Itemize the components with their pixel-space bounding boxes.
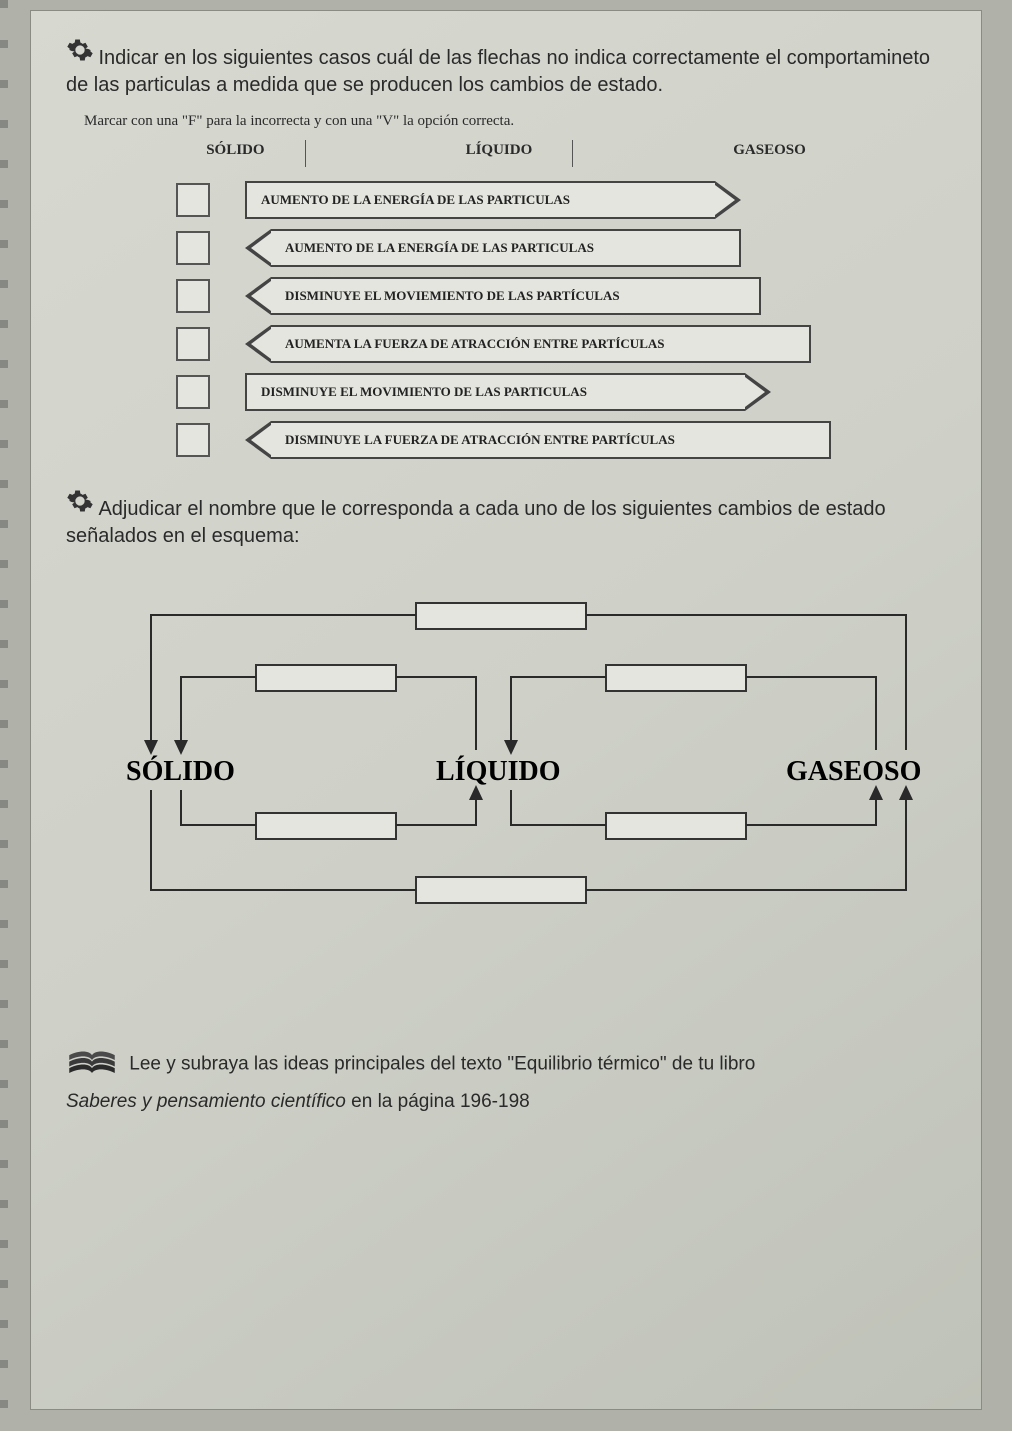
state-change-diagram: SÓLIDO LÍQUIDO GASEOSO	[66, 590, 946, 920]
arrow-row: DISMINUYE EL MOVIEMIENTO DE LAS PARTÍCUL…	[176, 277, 946, 315]
blank-box[interactable]	[606, 665, 746, 691]
blank-box[interactable]	[606, 813, 746, 839]
answer-checkbox[interactable]	[176, 375, 210, 409]
diagram-state-liquido: LÍQUIDO	[436, 756, 560, 787]
arrow-right: AUMENTO DE LA ENERGÍA DE LAS PARTICULAS	[245, 181, 741, 219]
task2-block: Adjudicar el nombre que le corresponda a…	[66, 487, 946, 920]
arrow-head-icon	[245, 421, 271, 459]
book-icon	[66, 1040, 118, 1089]
arrow-row: AUMENTO DE LA ENERGÍA DE LAS PARTICULAS	[176, 229, 946, 267]
task1-text: Indicar en los siguientes casos cuál de …	[66, 47, 930, 96]
arrow-label: AUMENTA LA FUERZA DE ATRACCIÓN ENTRE PAR…	[271, 325, 811, 363]
answer-checkbox[interactable]	[176, 183, 210, 217]
arrow-right: DISMINUYE EL MOVIMIENTO DE LAS PARTICULA…	[245, 373, 771, 411]
arrow-label: DISMINUYE EL MOVIMIENTO DE LAS PARTICULA…	[245, 373, 745, 411]
task3-text-c: en la página 196-198	[346, 1091, 530, 1112]
task2-text: Adjudicar el nombre que le corresponda a…	[66, 498, 886, 547]
arrow-left: DISMINUYE EL MOVIEMIENTO DE LAS PARTÍCUL…	[245, 277, 761, 315]
arrow-left: AUMENTA LA FUERZA DE ATRACCIÓN ENTRE PAR…	[245, 325, 811, 363]
answer-checkbox[interactable]	[176, 423, 210, 457]
diagram-state-solido: SÓLIDO	[126, 756, 235, 787]
task1-subnote: Marcar con una "F" para la incorrecta y …	[84, 113, 946, 130]
arrow-head-icon	[715, 181, 741, 219]
arrow-head-icon	[745, 373, 771, 411]
notebook-spiral	[0, 0, 8, 1431]
arrow-label: AUMENTO DE LA ENERGÍA DE LAS PARTICULAS	[245, 181, 715, 219]
arrow-head-icon	[245, 325, 271, 363]
blank-box[interactable]	[256, 665, 396, 691]
gear-icon	[66, 502, 98, 519]
answer-checkbox[interactable]	[176, 327, 210, 361]
arrow-label: DISMINUYE LA FUERZA DE ATRACCIÓN ENTRE P…	[271, 421, 831, 459]
arrow-label: DISMINUYE EL MOVIEMIENTO DE LAS PARTÍCUL…	[271, 277, 761, 315]
arrow-head-icon	[245, 229, 271, 267]
gear-icon	[66, 51, 98, 68]
answer-checkbox[interactable]	[176, 279, 210, 313]
arrow-row: AUMENTA LA FUERZA DE ATRACCIÓN ENTRE PAR…	[176, 325, 946, 363]
blank-box[interactable]	[416, 603, 586, 629]
worksheet-page: Indicar en los siguientes casos cuál de …	[30, 10, 982, 1410]
arrow-row: DISMINUYE LA FUERZA DE ATRACCIÓN ENTRE P…	[176, 421, 946, 459]
diagram-state-gaseoso: GASEOSO	[786, 756, 921, 787]
state-gaseoso: GASEOSO	[693, 140, 846, 167]
task1-block: Indicar en los siguientes casos cuál de …	[66, 36, 946, 459]
arrow-label: AUMENTO DE LA ENERGÍA DE LAS PARTICULAS	[271, 229, 741, 267]
diagram-svg: SÓLIDO LÍQUIDO GASEOSO	[66, 590, 946, 920]
state-header-row: SÓLIDO LÍQUIDO GASEOSO	[66, 140, 946, 167]
arrow-row: AUMENTO DE LA ENERGÍA DE LAS PARTICULAS	[176, 181, 946, 219]
task3-block: Lee y subraya las ideas principales del …	[66, 1040, 946, 1115]
task3-text-a: Lee y subraya las ideas principales del …	[129, 1053, 755, 1074]
arrow-head-icon	[245, 277, 271, 315]
answer-checkbox[interactable]	[176, 231, 210, 265]
arrow-list: AUMENTO DE LA ENERGÍA DE LAS PARTICULAS A…	[176, 181, 946, 459]
arrow-row: DISMINUYE EL MOVIMIENTO DE LAS PARTICULA…	[176, 373, 946, 411]
arrow-left: DISMINUYE LA FUERZA DE ATRACCIÓN ENTRE P…	[245, 421, 831, 459]
blank-box[interactable]	[256, 813, 396, 839]
state-solido: SÓLIDO	[166, 140, 305, 167]
state-liquido: LÍQUIDO	[426, 140, 574, 167]
task3-text-b: Saberes y pensamiento científico	[66, 1091, 346, 1112]
arrow-left: AUMENTO DE LA ENERGÍA DE LAS PARTICULAS	[245, 229, 741, 267]
blank-box[interactable]	[416, 877, 586, 903]
